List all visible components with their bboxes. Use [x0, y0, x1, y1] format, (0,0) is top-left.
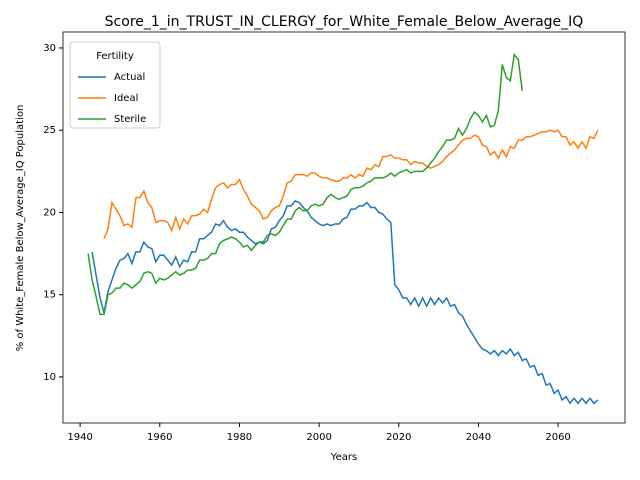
legend-box — [69, 41, 161, 129]
y-tick-label: 30 — [43, 43, 56, 54]
y-tick-label: 25 — [43, 125, 56, 136]
x-tick-label: 1940 — [67, 432, 92, 443]
legend-label: Actual — [114, 72, 145, 83]
legend-label: Sterile — [114, 114, 146, 125]
y-axis-label: % of White_Female Below_Average_IQ Popul… — [15, 105, 26, 352]
x-axis-label: Years — [330, 452, 357, 463]
series-line — [91, 200, 599, 405]
y-tick-label: 20 — [43, 207, 56, 218]
series-line — [103, 129, 599, 240]
x-tick-label: 1960 — [147, 432, 172, 443]
x-tick-label: 2020 — [386, 432, 411, 443]
legend-label: Ideal — [114, 93, 138, 104]
legend-title: Fertility — [96, 51, 134, 62]
x-tick-label: 2040 — [466, 432, 491, 443]
y-tick-label: 10 — [43, 372, 56, 383]
x-tick-label: 1980 — [227, 432, 252, 443]
x-tick-label: 2000 — [306, 432, 331, 443]
y-tick-label: 15 — [43, 290, 56, 301]
plot-frame — [62, 31, 626, 424]
x-tick-label: 2060 — [545, 432, 570, 443]
chart-title: Score_1_in_TRUST_IN_CLERGY_for_White_Fem… — [105, 14, 584, 30]
series-line — [87, 52, 523, 316]
